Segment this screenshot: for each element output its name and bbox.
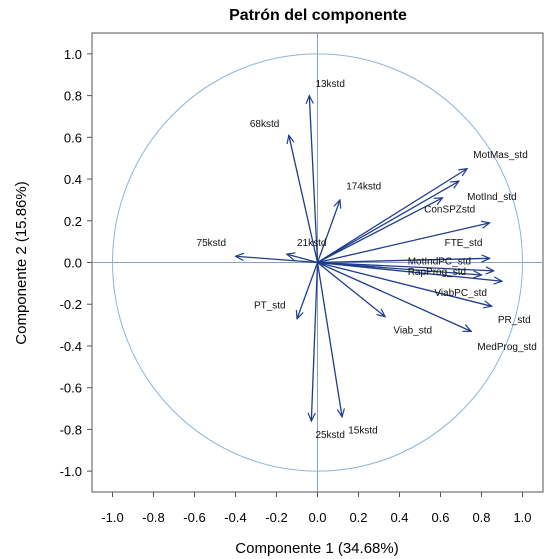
vector-label: MedProg_std	[477, 342, 536, 353]
vector-label: 21kstd	[297, 238, 326, 249]
y-axis-label: Componente 2 (15.86%)	[13, 181, 30, 344]
vector-label: FTE_std	[445, 238, 483, 249]
loading-vector	[289, 135, 319, 263]
loading-vector	[317, 223, 490, 264]
loading-vector	[317, 261, 494, 271]
loading-vector	[317, 261, 472, 332]
x-axis-label: Componente 1 (34.68%)	[235, 540, 398, 557]
vector-label: 15kstd	[348, 426, 377, 437]
y-tick-label: -1.0	[60, 464, 82, 479]
x-tick-label: 0.8	[472, 510, 490, 525]
vector-label: MotInd_std	[467, 192, 516, 203]
vector-label: 25kstd	[315, 430, 344, 441]
vector-label: Viab_std	[393, 325, 432, 336]
vector-label: PT_std	[254, 300, 286, 311]
loading-vector	[317, 261, 386, 317]
x-tick-label: 0.4	[390, 510, 408, 525]
loading-vector	[316, 200, 341, 263]
vector-label: MotIndPC_std	[408, 257, 471, 268]
vector-label: 174kstd	[346, 181, 381, 192]
y-tick-label: -0.2	[60, 297, 82, 312]
vector-label: PR_std	[498, 315, 531, 326]
y-tick-label: -0.8	[60, 422, 82, 437]
y-tick-label: 0.4	[64, 172, 82, 187]
loading-vector	[309, 96, 319, 263]
vector-label: RapProg_std	[408, 267, 466, 278]
x-tick-label: 0.2	[349, 510, 367, 525]
loading-vector	[317, 181, 459, 264]
loading-vector	[317, 169, 468, 264]
y-tick-label: -0.6	[60, 381, 82, 396]
unit-circle	[112, 53, 523, 472]
vector-label: ConSPZstd	[424, 204, 475, 215]
x-tick-label: 0.0	[308, 510, 326, 525]
x-tick-label: -0.4	[224, 510, 246, 525]
x-tick-label: -0.6	[183, 510, 205, 525]
x-tick-label: -0.2	[265, 510, 287, 525]
y-tick-label: -0.4	[60, 339, 82, 354]
loading-vector	[317, 261, 482, 276]
vector-label: ViabPC_std	[434, 288, 487, 299]
loading-vector	[311, 262, 319, 422]
y-tick-label: 1.0	[64, 47, 82, 62]
loading-vector	[317, 258, 490, 264]
vector-label: 68kstd	[250, 119, 279, 130]
loading-vector	[236, 256, 318, 264]
y-tick-label: 0.0	[64, 256, 82, 271]
loading-vector	[317, 261, 503, 282]
plot-area: -1.0 -0.8 -0.6 -0.4 -0.2 0.0 0.2 0.4 0.6 0.8 1.0 1.…	[60, 32, 544, 525]
loading-vector	[287, 254, 318, 264]
x-tick-label: -0.8	[142, 510, 164, 525]
x-tick-label: -1.0	[101, 510, 123, 525]
chart-title: Patrón del componente	[229, 7, 407, 24]
x-tick-label: 0.6	[431, 510, 449, 525]
y-tick-label: 0.6	[64, 130, 82, 145]
vector-label: 75kstd	[197, 238, 226, 249]
loading-vector	[316, 262, 343, 417]
x-tick-label: 1.0	[513, 510, 531, 525]
loading-vector	[317, 198, 443, 264]
loading-vector	[297, 262, 319, 319]
vector-label: 13kstd	[315, 79, 344, 90]
y-tick-label: 0.8	[64, 89, 82, 104]
loading-vector	[317, 261, 492, 307]
vector-label: MotMas_std	[473, 150, 527, 161]
y-tick-label: 0.2	[64, 214, 82, 229]
